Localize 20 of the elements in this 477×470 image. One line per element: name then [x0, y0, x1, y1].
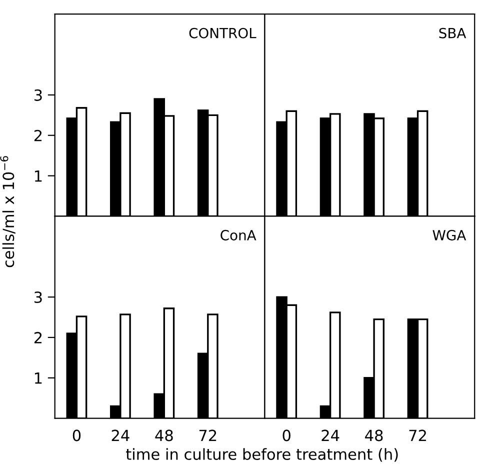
text: CONTROL — [189, 28, 256, 38]
text: SBA — [439, 28, 466, 38]
x-tick-label: 48 — [155, 430, 173, 442]
y-tick-label: 1 — [35, 372, 42, 384]
y-axis-title: cells/ml x 10$^{−6}$ — [0, 156, 16, 268]
y-tick-label: 3 — [34, 292, 42, 304]
x-tick-label: 72 — [409, 430, 426, 442]
x-tick-label: 24 — [322, 430, 340, 442]
x-tick-label: 0 — [72, 430, 81, 442]
x-tick-label: 72 — [199, 430, 216, 442]
x-tick-label: 0 — [282, 430, 290, 442]
text: WGA — [432, 230, 466, 240]
y-tick-label: 1 — [35, 170, 42, 182]
text: ConA — [220, 230, 256, 240]
x-axis-title: time in culture before treatment (h) — [126, 448, 398, 462]
x-tick-label: 24 — [112, 430, 130, 442]
y-tick-label: 2 — [34, 332, 42, 344]
y-tick-label: 2 — [34, 130, 42, 142]
x-tick-label: 48 — [365, 430, 383, 442]
y-tick-label: 3 — [34, 89, 42, 101]
